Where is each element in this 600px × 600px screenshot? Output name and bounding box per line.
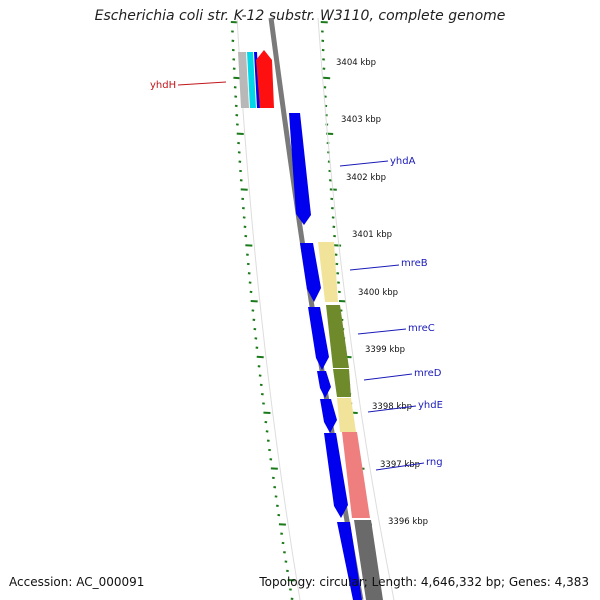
map-title: Escherichia coli str. K-12 substr. W3110…	[94, 8, 506, 24]
kbp-label: 3396 kbp	[388, 517, 428, 527]
gene-label-yhdA: yhdA	[390, 156, 416, 167]
block-mreC-green	[326, 305, 349, 368]
gene-mreB-arrow	[300, 243, 321, 302]
gene-leader-line	[339, 160, 389, 167]
kbp-label: 3398 kbp	[372, 402, 412, 412]
kbp-label: 3399 kbp	[365, 345, 405, 355]
gene-mreD-arrow	[317, 371, 331, 398]
gene-leader-line	[363, 373, 413, 381]
gene-leader-line	[349, 264, 400, 271]
kbp-label: 3401 kbp	[352, 230, 392, 240]
block-rng-pink	[342, 432, 370, 518]
kbp-label: 3404 kbp	[336, 58, 376, 68]
gene-yhdH-red	[256, 50, 274, 108]
track-outline-right	[317, 17, 395, 600]
gene-leader-line	[357, 328, 407, 335]
gene-label-yhdH: yhdH	[150, 80, 176, 91]
gene-label-rng: rng	[426, 457, 443, 468]
block-grey-dark	[354, 520, 383, 600]
gene-cyan	[247, 52, 256, 108]
gene-label-yhdE: yhdE	[418, 400, 443, 411]
gene-mreC-arrow	[308, 307, 329, 370]
kbp-labels: 3404 kbp 3403 kbp 3402 kbp 3401 kbp 3400 kbp…	[336, 58, 428, 527]
gene-next-arrow	[337, 522, 362, 600]
summary-text: Topology: circular; Length: 4,646,332 bp…	[259, 575, 589, 589]
kbp-label: 3400 kbp	[358, 288, 398, 298]
gene-leader-line	[177, 81, 227, 86]
gene-rng-arrow	[324, 433, 348, 518]
kbp-label: 3402 kbp	[346, 173, 386, 183]
kbp-label: 3397 kbp	[380, 460, 420, 470]
accession-text: Accession: AC_000091	[9, 575, 145, 589]
gene-yhdE-arrow	[320, 399, 337, 433]
gene-labels: yhdH yhdA mreB mreC mreD yhdE rng	[150, 80, 443, 471]
gene-leader-line	[375, 462, 425, 471]
gene-label-mreD: mreD	[414, 368, 442, 379]
block-mreB-yellow	[318, 242, 338, 302]
block-yhdE-yellow	[337, 398, 356, 432]
gene-yhdA-arrow	[289, 113, 311, 225]
block-mreD-green	[333, 369, 351, 397]
tick-marks-left	[230, 21, 295, 600]
gene-label-mreB: mreB	[401, 258, 428, 269]
gene-grey	[238, 52, 249, 108]
gene-label-mreC: mreC	[408, 323, 435, 334]
kbp-label: 3403 kbp	[341, 115, 381, 125]
gene-leader-line	[367, 405, 417, 413]
gene-blue-small	[254, 52, 260, 108]
